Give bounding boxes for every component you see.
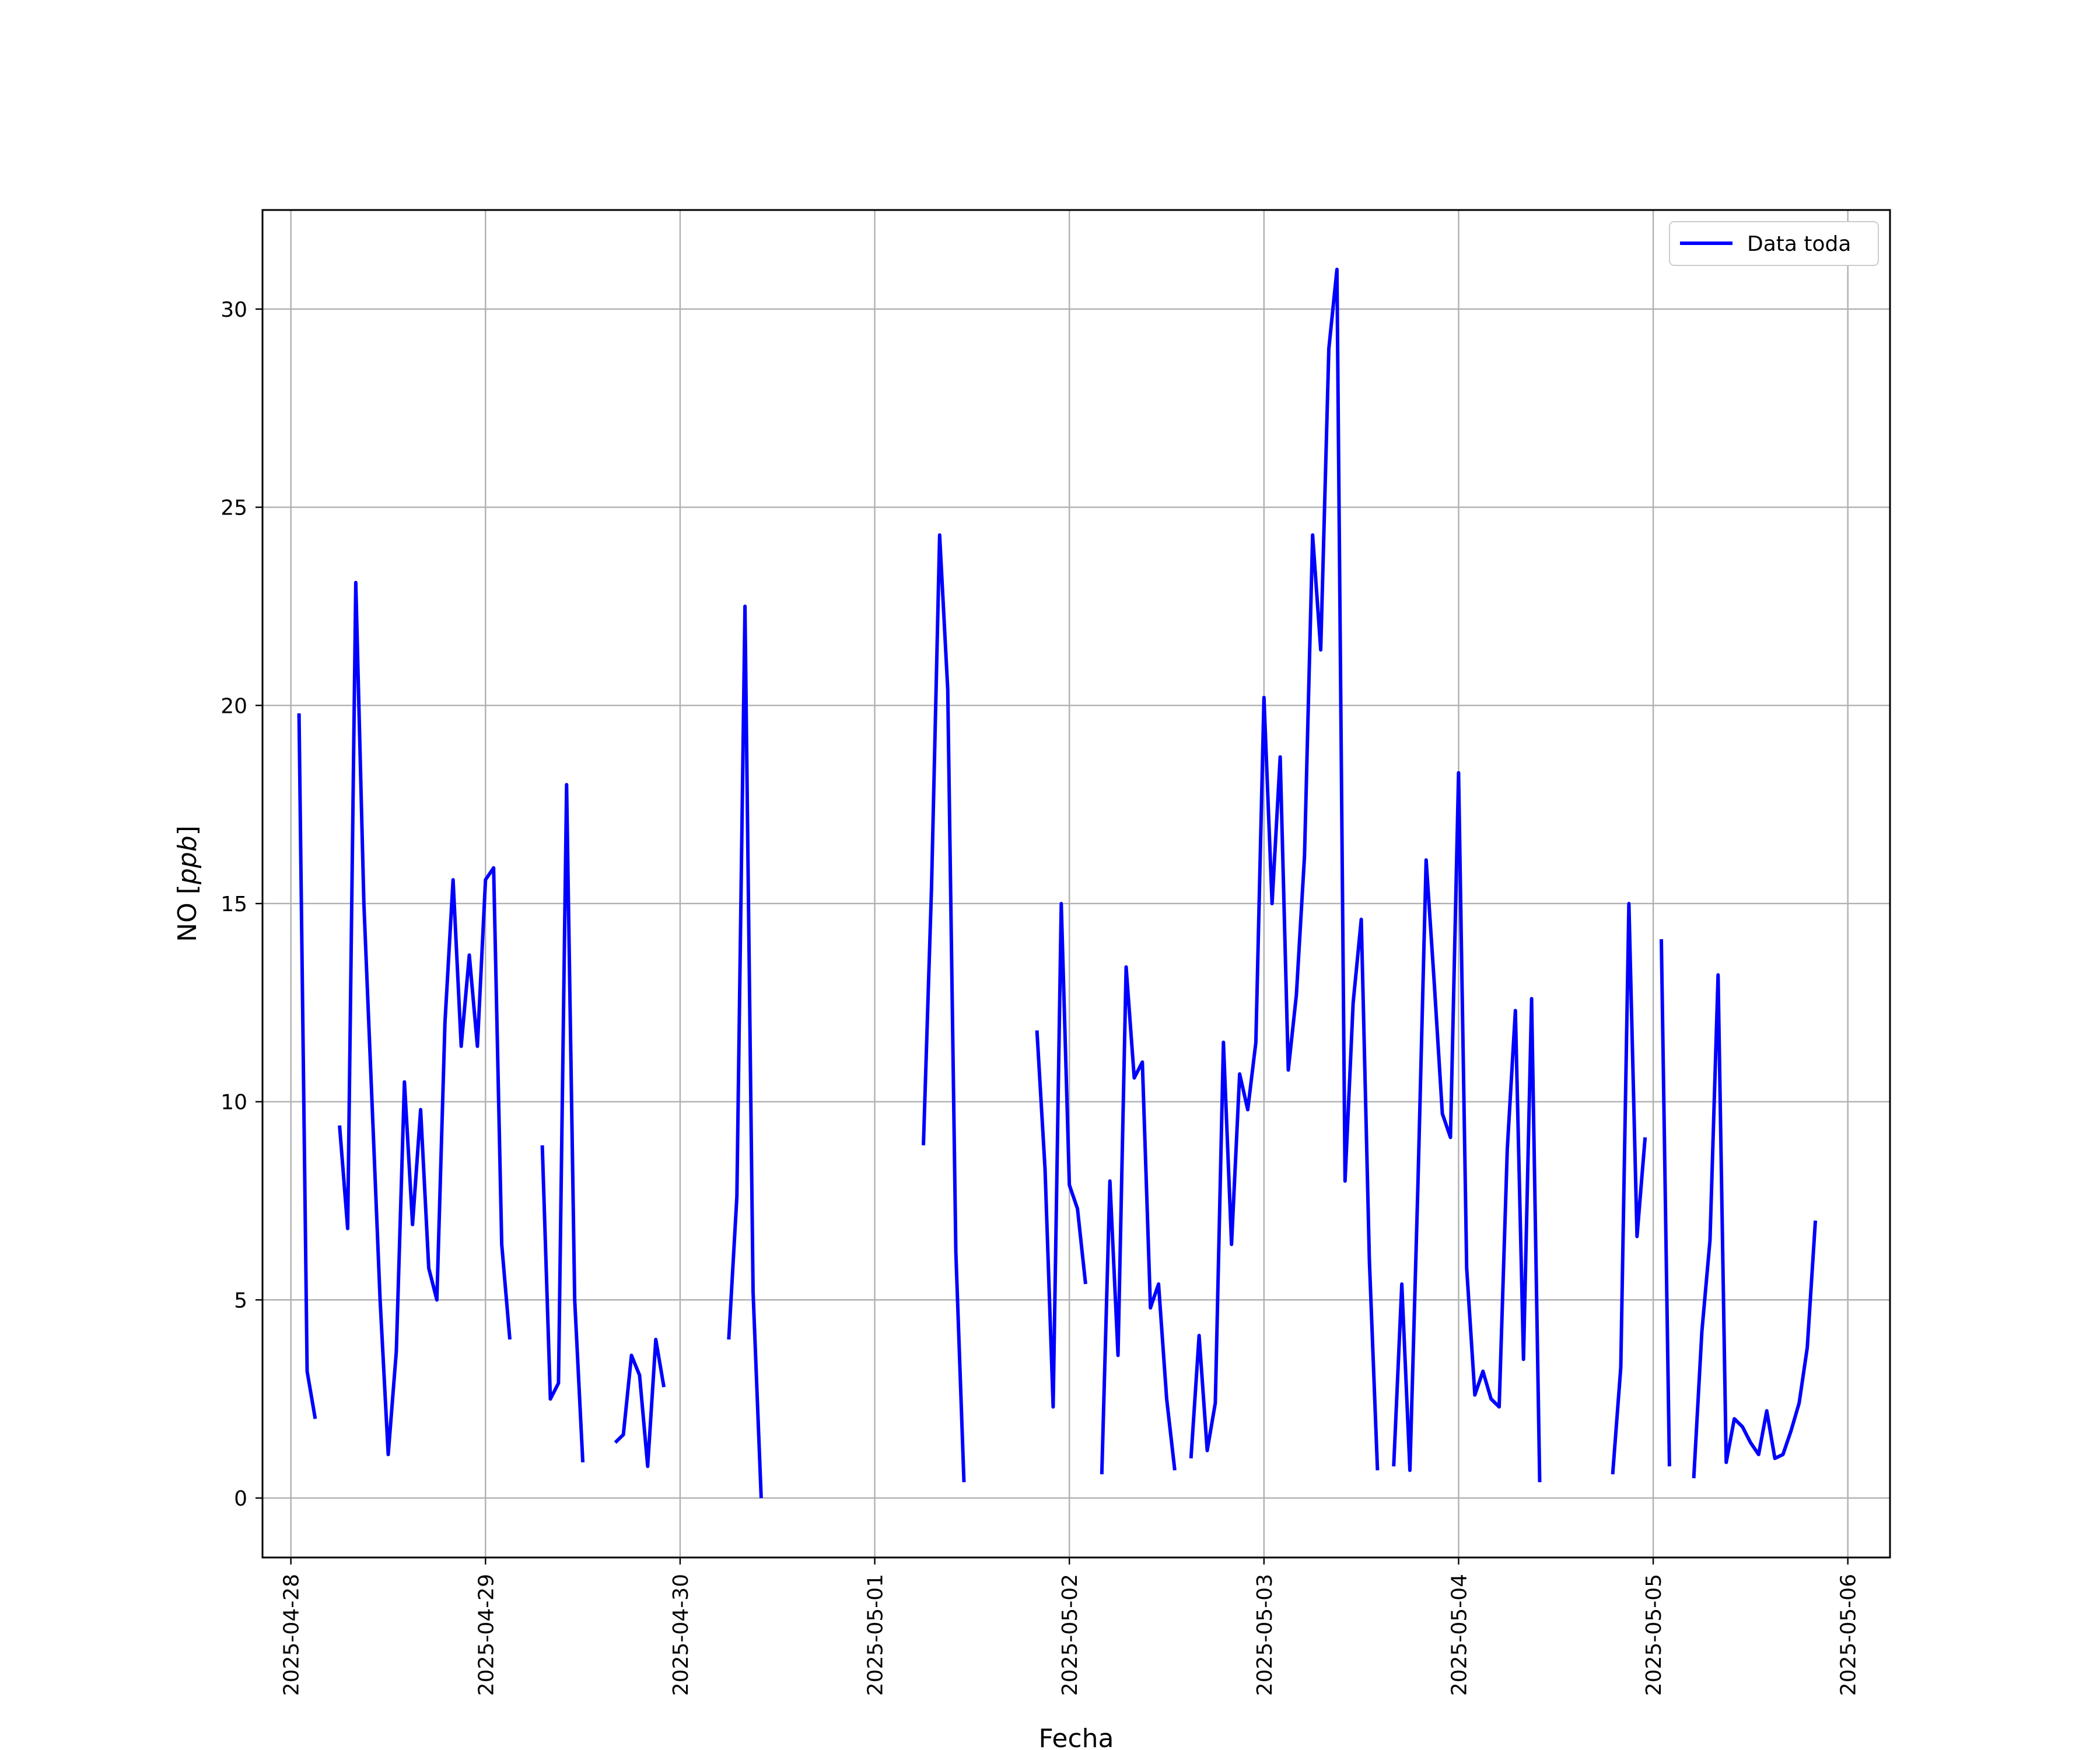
series-line-segment: [1660, 939, 1671, 1466]
legend: Data toda: [1669, 221, 1879, 266]
x-tick-label: 2025-05-04: [1447, 1574, 1471, 1696]
series-line-segment: [614, 1338, 666, 1468]
y-tick-label: 10: [220, 1091, 247, 1115]
x-tick-label: 2025-04-28: [280, 1574, 304, 1696]
y-tick-label: 0: [234, 1487, 247, 1511]
x-axis: 2025-04-28 2025-04-29 2025-04-30 2025-05-01…: [280, 1558, 1861, 1696]
legend-label: Data toda: [1747, 232, 1851, 256]
grid: [262, 210, 1890, 1558]
plot-background: [262, 210, 1890, 1558]
x-tick-label: 2025-05-02: [1058, 1574, 1082, 1696]
y-tick-label: 30: [220, 298, 247, 322]
series-line-segment: [1035, 902, 1087, 1409]
y-axis: 0 5 10 15 20 25 30: [220, 298, 262, 1511]
y-tick-label: 15: [220, 892, 247, 916]
x-tick-label: 2025-05-03: [1253, 1574, 1277, 1696]
series-line-segment: [338, 580, 512, 1457]
x-tick-label: 2025-05-01: [864, 1574, 888, 1696]
series-line-segment: [922, 533, 966, 1483]
x-tick-label: 2025-05-05: [1642, 1574, 1666, 1696]
series-line-segment: [1392, 771, 1542, 1482]
series-line-segment: [1189, 267, 1380, 1471]
series-line-segment: [1692, 973, 1818, 1479]
series-layer: [297, 267, 1818, 1499]
y-axis-title: NO [ppb]: [173, 825, 202, 942]
y-tick-label: 25: [220, 496, 247, 520]
series-line-segment: [1100, 965, 1177, 1475]
legend-box: [1669, 221, 1879, 266]
x-axis-title: Fecha: [1038, 1724, 1114, 1750]
series-line-segment: [297, 713, 317, 1419]
y-axis-title-unit: ppb: [173, 835, 202, 885]
y-axis-title-main: NO [: [173, 884, 202, 942]
series-line-segment: [727, 604, 763, 1499]
plot-frame: [261, 209, 1891, 1559]
y-tick-label: 20: [220, 694, 247, 718]
series-line-segment: [1611, 902, 1647, 1475]
x-tick-label: 2025-04-29: [474, 1574, 498, 1696]
y-tick-label: 5: [234, 1289, 247, 1312]
x-tick-label: 2025-05-06: [1837, 1574, 1861, 1696]
x-tick-label: 2025-04-30: [669, 1574, 693, 1696]
y-axis-title-close: ]: [173, 825, 202, 835]
series-line-segment: [540, 783, 585, 1463]
